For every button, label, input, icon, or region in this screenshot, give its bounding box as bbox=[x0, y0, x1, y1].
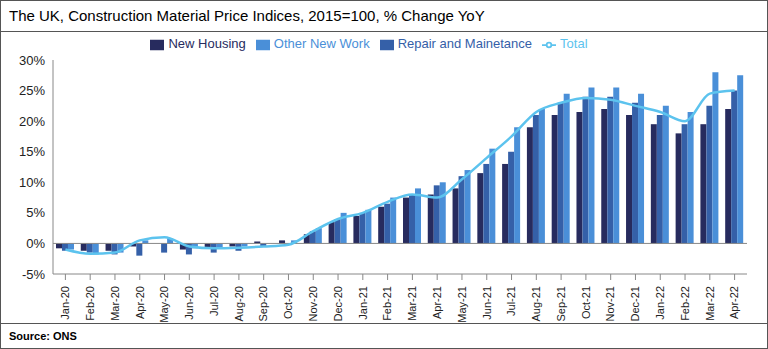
svg-text:Apr-22: Apr-22 bbox=[728, 286, 740, 319]
svg-text:Sep-21: Sep-21 bbox=[555, 286, 567, 321]
html-text:The UK, Construction Material: The UK, Construction Material Price Indi… bbox=[9, 7, 485, 24]
svg-text:-5%: -5% bbox=[22, 267, 46, 282]
svg-text:Jan-21: Jan-21 bbox=[357, 286, 369, 320]
svg-text:Apr-20: Apr-20 bbox=[134, 286, 146, 319]
svg-text:Apr-21: Apr-21 bbox=[431, 286, 443, 319]
svg-text:Jun-20: Jun-20 bbox=[183, 286, 195, 320]
svg-text:Aug-20: Aug-20 bbox=[233, 286, 245, 321]
svg-text:Jul-20: Jul-20 bbox=[208, 286, 220, 316]
svg-text:Jan-20: Jan-20 bbox=[59, 286, 71, 320]
svg-text:Jul-21: Jul-21 bbox=[505, 286, 517, 316]
svg-text:Mar-20: Mar-20 bbox=[109, 286, 121, 321]
html-text:Source: ONS: Source: ONS bbox=[9, 330, 77, 342]
svg-text:Feb-20: Feb-20 bbox=[84, 286, 96, 321]
svg-text:20%: 20% bbox=[19, 114, 45, 129]
svg-text:May-20: May-20 bbox=[158, 286, 170, 322]
svg-text:Oct-20: Oct-20 bbox=[282, 286, 294, 319]
svg-text:Mar-22: Mar-22 bbox=[704, 286, 716, 321]
html-text:New Housing: New Housing bbox=[168, 36, 246, 51]
svg-text:10%: 10% bbox=[19, 175, 45, 190]
svg-text:25%: 25% bbox=[19, 83, 45, 98]
svg-text:Feb-21: Feb-21 bbox=[381, 286, 393, 321]
html-text:Other New Work: Other New Work bbox=[273, 36, 370, 51]
svg-text:Aug-21: Aug-21 bbox=[530, 286, 542, 321]
svg-text:Jun-21: Jun-21 bbox=[481, 286, 493, 320]
svg-text:May-21: May-21 bbox=[456, 286, 468, 322]
svg-text:5%: 5% bbox=[26, 205, 45, 220]
svg-text:Nov-20: Nov-20 bbox=[307, 286, 319, 321]
svg-text:Dec-21: Dec-21 bbox=[629, 286, 641, 321]
svg-text:0%: 0% bbox=[26, 236, 45, 251]
svg-text:Oct-21: Oct-21 bbox=[580, 286, 592, 319]
html-text:Repair and Mainetance: Repair and Mainetance bbox=[397, 36, 533, 51]
svg-text:Sep-20: Sep-20 bbox=[257, 286, 269, 321]
svg-text:15%: 15% bbox=[19, 144, 45, 159]
svg-text:Dec-20: Dec-20 bbox=[332, 286, 344, 321]
svg-text:Mar-21: Mar-21 bbox=[406, 286, 418, 321]
svg-text:30%: 30% bbox=[19, 53, 45, 68]
svg-text:Nov-21: Nov-21 bbox=[604, 286, 616, 321]
svg-text:Jan-22: Jan-22 bbox=[654, 286, 666, 320]
svg-text:Feb-22: Feb-22 bbox=[679, 286, 691, 321]
html-text:Total: Total bbox=[560, 36, 588, 51]
